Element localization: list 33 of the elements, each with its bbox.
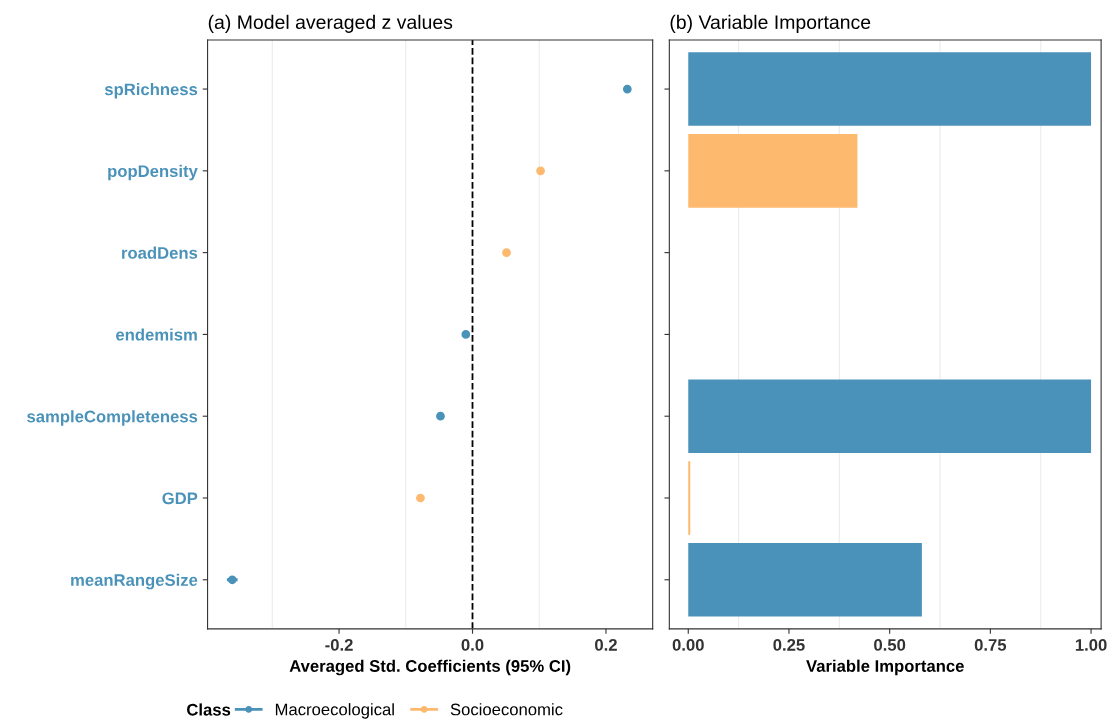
x-tick-label: 0.75 [974,639,1007,651]
x-tick-label: 0.0 [461,639,484,651]
y-tick-label: popDensity [108,164,198,181]
legend-label: Macroecological [275,703,394,719]
y-tick-label: endemism [116,328,197,341]
x-tick-label: 1.00 [1075,639,1107,651]
x-tick-label: 0.2 [595,639,617,651]
legend-label: Socioeconomic [450,703,563,716]
x-tick-label: -0.2 [325,639,353,651]
point [502,248,511,258]
x-axis-title: Averaged Std. Coefficients (95% CI) [289,659,571,676]
bar [688,134,858,208]
point [622,84,632,94]
bar [688,52,1092,126]
point [461,330,471,339]
y-tick-label: sampleCompleteness [27,410,198,426]
chart-title: (a) Model averaged z values [208,14,453,33]
point [436,411,445,421]
y-tick-label: meanRangeSize [71,573,198,590]
bar [688,542,922,617]
bar [688,461,691,535]
x-tick-label: 0.50 [874,639,906,651]
chart-title: (b) Variable Importance [670,14,871,33]
y-tick-label: spRichness [104,83,198,99]
x-tick-label: 0.25 [773,639,805,651]
x-tick-label: 0.00 [672,639,704,651]
bar [688,379,1092,454]
x-axis-title: Variable Importance [806,659,964,676]
y-tick-label: GDP [162,492,198,505]
point [416,493,425,503]
y-tick-label: roadDens [122,246,198,259]
point [536,166,545,176]
legend-title: Class [187,703,231,716]
